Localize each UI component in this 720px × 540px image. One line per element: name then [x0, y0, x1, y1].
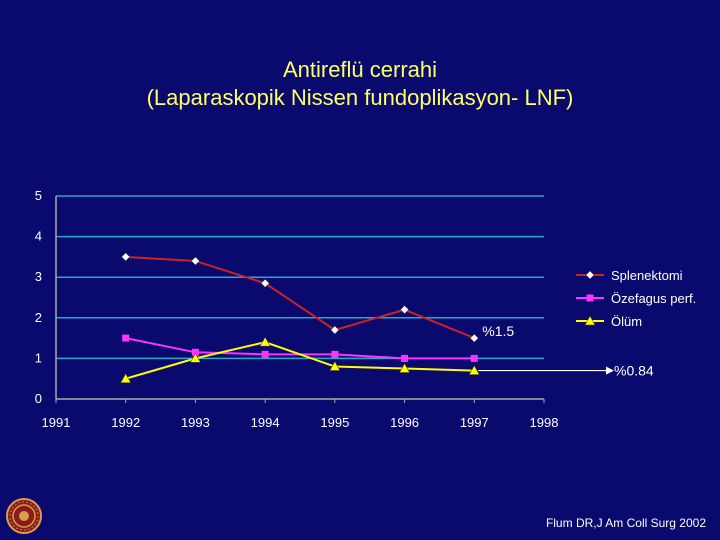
slide-title-line-1: Antireflü cerrahi: [282, 57, 438, 82]
data-point-s2-1993: [190, 352, 201, 363]
x-tick-label-1994: 1994: [251, 415, 280, 430]
annotation-label-1: %0.84: [614, 363, 654, 379]
data-point-s2-1994: [259, 336, 271, 347]
series-line-2: [125, 341, 475, 380]
chart-legend: Splenektomi Özefagus perf. Ölüm: [576, 268, 696, 329]
x-tick-label-1997: 1997: [460, 415, 489, 430]
x-tick-label-1993: 1993: [181, 415, 210, 430]
legend-marker-0: [585, 270, 595, 280]
y-tick-label-5: 5: [35, 188, 42, 203]
data-point-s1-1993: [191, 348, 199, 356]
legend-label-1: Özefagus perf.: [611, 291, 696, 306]
data-point-s1-1994: [261, 350, 269, 358]
chart-axes: 0 1 2 3 4 5 1991 1992 1993 1994 1995 1996 1997 1998: [35, 188, 559, 430]
chart-series: [120, 252, 480, 383]
annotation-arrow-head-1: [606, 366, 614, 375]
annotation-label-0: %1.5: [482, 323, 514, 339]
slide-title-line-2: (Laparaskopik Nissen fundoplikasyon- LNF…: [146, 85, 574, 110]
data-point-s1-1996: [401, 354, 409, 362]
data-point-s1-1992: [122, 334, 130, 342]
data-point-s0-1992: [121, 252, 131, 262]
legend-marker-1: [586, 294, 594, 302]
x-tick-label-1996: 1996: [390, 415, 419, 430]
data-point-s0-1997: [469, 333, 479, 343]
data-point-s2-1992: [120, 373, 132, 383]
y-tick-label-3: 3: [35, 269, 42, 284]
legend-marker-2: [584, 315, 596, 326]
x-tick-label-1992: 1992: [111, 415, 140, 430]
y-tick-label-2: 2: [35, 310, 42, 325]
data-point-s2-1995: [329, 361, 341, 371]
data-point-s2-1997: [468, 365, 480, 375]
x-tick-label-1991: 1991: [42, 415, 71, 430]
x-tick-label-1998: 1998: [530, 415, 559, 430]
data-point-s0-1996: [400, 305, 409, 315]
chart-grid: [56, 195, 544, 360]
university-seal-icon: [6, 498, 42, 534]
y-tick-label-1: 1: [35, 350, 42, 365]
legend-label-2: Ölüm: [611, 314, 642, 329]
data-point-s2-1996: [399, 363, 410, 373]
data-point-s1-1997: [470, 354, 478, 362]
chart-annotations: %1.5 %0.84: [478, 323, 654, 379]
y-tick-label-4: 4: [35, 229, 42, 244]
data-point-s0-1995: [330, 325, 340, 335]
data-point-s0-1994: [260, 278, 270, 288]
legend-label-0: Splenektomi: [611, 268, 683, 283]
x-tick-label-1995: 1995: [320, 415, 349, 430]
citation: Flum DR,J Am Coll Surg 2002: [545, 516, 706, 530]
y-tick-label-0: 0: [35, 391, 42, 406]
series-line-0: [125, 255, 475, 340]
data-point-s1-1995: [331, 350, 339, 358]
data-point-s0-1993: [191, 256, 200, 266]
